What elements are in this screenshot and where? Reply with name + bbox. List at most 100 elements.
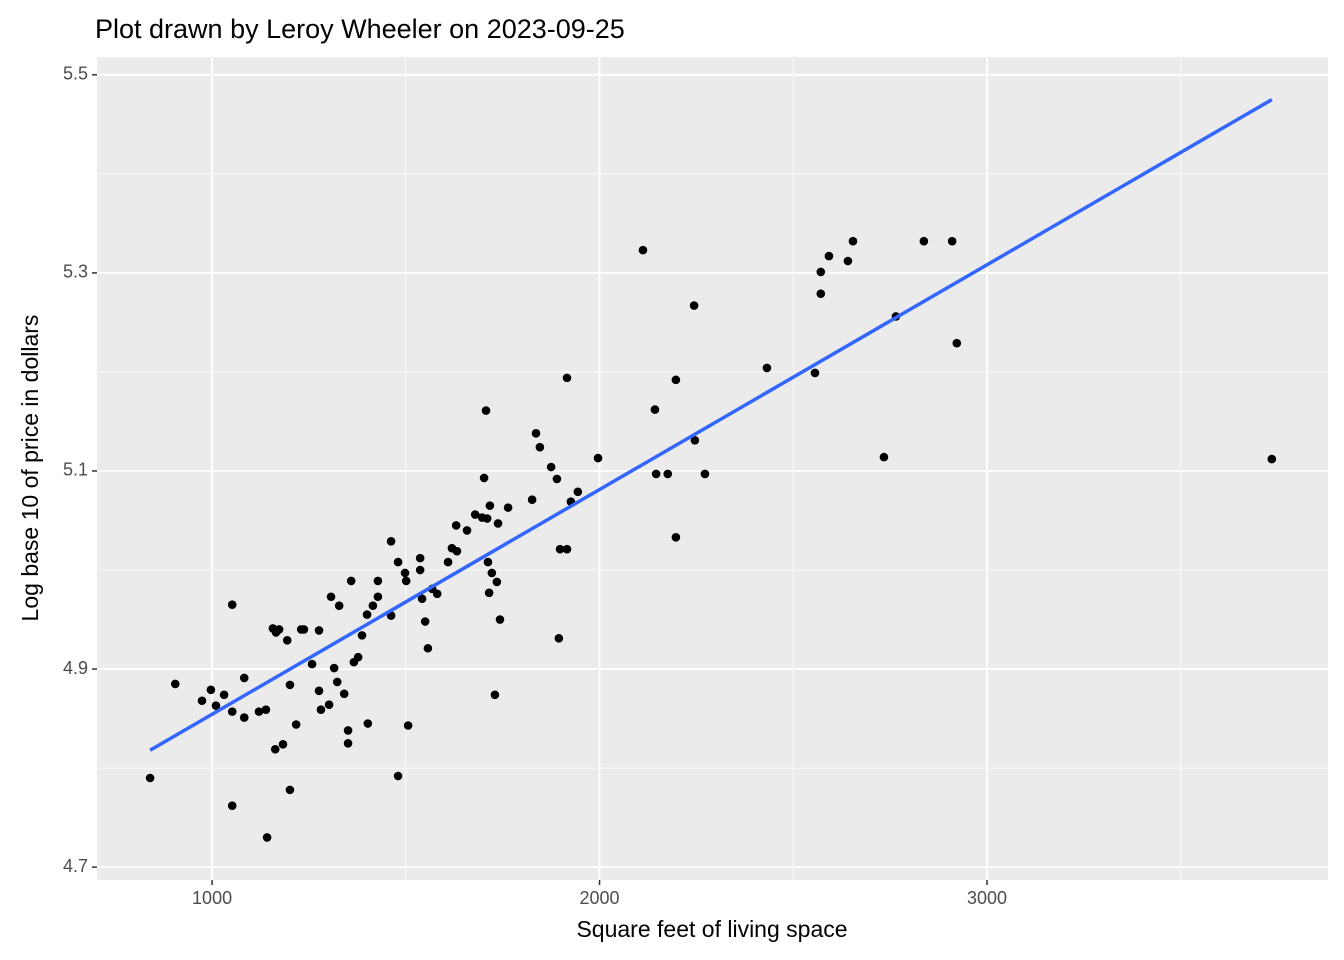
point: [326, 592, 336, 602]
point: [451, 521, 461, 530]
point: [527, 495, 537, 504]
point: [443, 557, 453, 567]
point: [170, 679, 180, 689]
point: [254, 707, 264, 716]
point: [816, 267, 826, 277]
point: [462, 526, 472, 535]
point: [671, 533, 681, 542]
point: [239, 673, 249, 683]
point: [492, 577, 502, 587]
point: [324, 700, 334, 710]
point: [329, 663, 339, 673]
point: [393, 557, 403, 567]
point: [562, 544, 572, 554]
point: [503, 503, 513, 512]
point: [546, 462, 556, 472]
point: [848, 236, 858, 246]
y-tick-label: 4.9: [63, 658, 88, 678]
point: [386, 536, 396, 546]
chart-title: Plot drawn by Leroy Wheeler on 2023-09-2…: [95, 14, 625, 44]
point: [307, 659, 317, 669]
point: [403, 721, 413, 730]
point: [343, 739, 353, 748]
point: [493, 519, 503, 528]
point: [314, 626, 324, 635]
point: [314, 686, 324, 696]
point: [357, 631, 367, 640]
point: [417, 594, 427, 604]
point: [346, 576, 356, 586]
point: [362, 610, 372, 619]
point: [573, 487, 583, 497]
point: [373, 592, 383, 602]
point: [919, 236, 929, 246]
point: [368, 601, 378, 610]
point: [483, 557, 493, 567]
point: [145, 773, 155, 783]
point: [1267, 454, 1277, 464]
point: [947, 236, 957, 246]
point: [227, 801, 237, 811]
point: [432, 589, 442, 599]
point: [363, 719, 373, 728]
point: [690, 435, 700, 445]
point: [479, 473, 489, 483]
point: [415, 565, 425, 575]
point: [400, 568, 410, 578]
point: [663, 469, 673, 479]
point: [650, 405, 660, 414]
point: [339, 689, 349, 699]
point: [487, 568, 497, 578]
point: [555, 544, 565, 554]
point: [415, 553, 425, 563]
point: [334, 601, 344, 610]
point: [638, 245, 648, 255]
panel: [97, 57, 1328, 880]
point: [535, 442, 545, 452]
point: [482, 514, 492, 523]
y-tick-label: 4.7: [63, 856, 88, 876]
point: [278, 740, 288, 749]
point: [291, 720, 301, 729]
x-tick-label: 3000: [967, 888, 1007, 908]
point: [393, 771, 403, 781]
point: [270, 744, 280, 754]
point: [219, 690, 229, 700]
point: [762, 363, 772, 373]
point: [401, 576, 411, 586]
point: [452, 546, 462, 556]
point: [285, 785, 295, 795]
point: [816, 289, 826, 298]
point: [671, 375, 681, 385]
point: [373, 576, 383, 586]
point: [952, 338, 962, 348]
y-tick-label: 5.5: [63, 64, 88, 84]
point: [531, 429, 541, 438]
point: [490, 690, 500, 700]
point: [197, 696, 207, 706]
point: [593, 453, 603, 463]
point: [299, 625, 309, 634]
point: [316, 705, 326, 714]
point: [481, 406, 491, 415]
point: [353, 652, 363, 662]
point: [423, 643, 433, 653]
y-axis-title: Log base 10 of price in dollars: [17, 315, 43, 622]
point: [420, 617, 430, 626]
point: [206, 685, 216, 695]
point: [485, 501, 495, 510]
point: [227, 600, 237, 609]
point: [262, 833, 272, 842]
point: [484, 588, 494, 598]
x-tick-label: 1000: [192, 888, 232, 908]
point: [261, 705, 271, 714]
y-tick-label: 5.1: [63, 460, 88, 480]
y-tick-label: 5.3: [63, 262, 88, 282]
point: [239, 713, 249, 722]
point: [554, 634, 564, 643]
point: [810, 368, 820, 378]
point: [700, 469, 710, 479]
point: [843, 256, 853, 266]
point: [285, 680, 295, 690]
